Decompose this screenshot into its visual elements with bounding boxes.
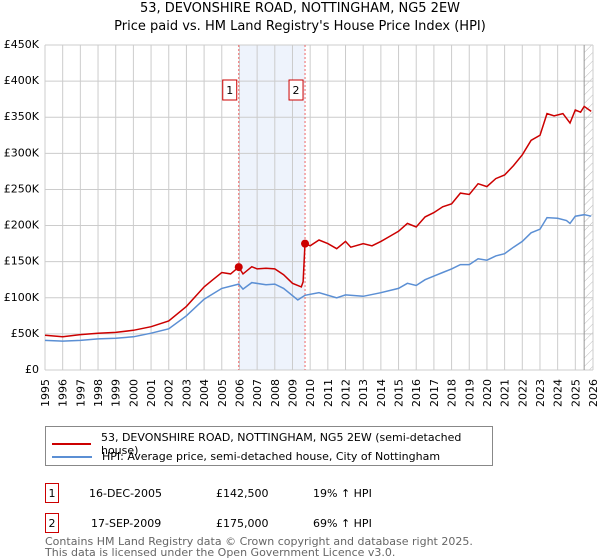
x-tick-label: 1995: [39, 379, 52, 407]
x-tick-label: 2022: [516, 379, 529, 407]
y-tick-label: £450K: [4, 38, 40, 51]
x-tick-label: 2006: [233, 379, 246, 407]
x-tick-label: 2023: [534, 379, 547, 407]
sale-price: £175,000: [216, 517, 269, 530]
x-tick-label: 2018: [446, 379, 459, 407]
price-chart: 1995 1996 1997 1998 1999 2000 2001 2002 2003 2004…: [4, 38, 600, 407]
sale-price: £142,500: [216, 487, 269, 500]
sale-marker-label: 1: [226, 84, 233, 97]
x-tick-label: 1999: [110, 379, 123, 407]
y-tick-label: £350K: [4, 110, 40, 123]
x-tick-label: 2011: [322, 379, 335, 407]
legend-label: 53, DEVONSHIRE ROAD, NOTTINGHAM, NG5 2EW…: [100, 431, 462, 457]
x-tick-label: 2010: [304, 379, 317, 407]
footer: Contains HM Land Registry data © Crown c…: [45, 536, 473, 558]
x-tick-label: 2005: [216, 379, 229, 407]
x-tick-label: 2020: [481, 379, 494, 407]
hpi-line: [44, 213, 592, 342]
x-tick-label: 2024: [552, 379, 565, 407]
x-tick-label: 2001: [145, 379, 158, 407]
x-tick-label: 2004: [198, 379, 211, 407]
x-tick-label: 2015: [393, 379, 406, 407]
sale-point: [301, 239, 310, 248]
x-tick-label: 2012: [340, 379, 353, 407]
x-tick-label: 2008: [269, 379, 282, 407]
y-tick-label: £50K: [11, 327, 40, 340]
x-tick-label: 2014: [375, 379, 388, 407]
chart-title: 53, DEVONSHIRE ROAD, NOTTINGHAM, NG5 2EW: [139, 1, 461, 16]
sale-row-1: 1 16-DEC-2005 £142,500 19% ↑ HPI: [45, 483, 545, 505]
legend-swatch-blue: [52, 455, 92, 458]
legend-label: HPI: Average price, semi-detached house,…: [102, 450, 441, 463]
legend: 53, DEVONSHIRE ROAD, NOTTINGHAM, NG5 2EW…: [45, 426, 493, 466]
x-tick-label: 1996: [57, 379, 70, 407]
sale-date: 17-SEP-2009: [91, 517, 162, 530]
x-tick-label: 2000: [127, 379, 140, 407]
y-tick-label: £250K: [4, 182, 40, 195]
sale-point: [234, 263, 243, 272]
x-tick-label: 2016: [410, 379, 423, 407]
sale-marker-box: [288, 79, 304, 101]
sale-row-2: 2 17-SEP-2009 £175,000 69% ↑ HPI: [45, 513, 545, 535]
x-tick-label: 2021: [499, 379, 512, 407]
x-tick-label: 2007: [251, 379, 264, 407]
x-tick-label: 2025: [569, 379, 582, 407]
forecast-hatch: [584, 45, 593, 370]
sale-marker-badge: 2: [45, 513, 59, 533]
x-tick-label: 2019: [463, 379, 476, 407]
legend-item-property: 53, DEVONSHIRE ROAD, NOTTINGHAM, NG5 2EW…: [52, 431, 492, 457]
sale-marker-box: [222, 79, 238, 101]
x-tick-label: 2009: [286, 379, 299, 407]
x-tick-label: 2017: [428, 379, 441, 407]
x-tick-label: 2013: [357, 379, 370, 407]
y-tick-label: £200K: [4, 219, 40, 232]
y-tick-label: £0: [25, 363, 39, 376]
x-tick-label: 2003: [180, 379, 193, 407]
x-tick-label: 1998: [92, 379, 105, 407]
x-tick-label: 2002: [163, 379, 176, 407]
chart-subtitle: Price paid vs. HM Land Registry's House …: [114, 19, 486, 34]
sale-marker-badge: 1: [45, 483, 59, 503]
property-price-line: [44, 105, 592, 338]
licence-text: This data is licensed under the Open Gov…: [45, 546, 396, 559]
x-tick-label: 1997: [74, 379, 87, 407]
y-tick-label: £400K: [4, 74, 40, 87]
sale-date: 16-DEC-2005: [89, 487, 163, 500]
y-tick-label: £150K: [4, 255, 40, 268]
y-tick-label: £100K: [4, 291, 40, 304]
sale-hpi-diff: 19% ↑ HPI: [313, 487, 372, 500]
sale-hpi-diff: 69% ↑ HPI: [313, 517, 372, 530]
copyright-text: Contains HM Land Registry data © Crown c…: [45, 535, 473, 548]
y-tick-label: £300K: [4, 146, 40, 159]
sale-marker-label: 2: [293, 84, 300, 97]
legend-swatch-red: [52, 443, 91, 445]
legend-item-hpi: HPI: Average price, semi-detached house,…: [52, 450, 440, 463]
x-tick-label: 2026: [587, 379, 600, 407]
